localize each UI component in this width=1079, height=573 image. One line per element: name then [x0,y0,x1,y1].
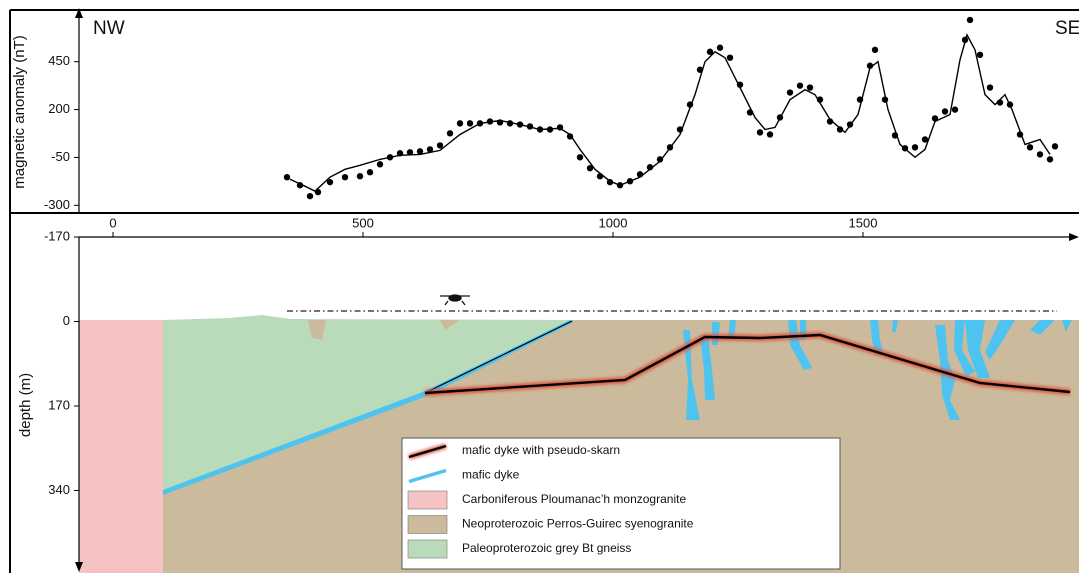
data-point [446,130,454,137]
axis-arrow [75,562,83,572]
data-point [406,149,414,156]
data-point [416,148,424,155]
data-point [866,62,874,69]
data-point [766,131,774,138]
legend-swatch [408,468,447,484]
data-point [836,126,844,133]
x-tick-label: 500 [352,215,374,230]
annotation-nw: NW [93,18,125,39]
data-point [826,118,834,125]
y-tick-label: 0 [63,313,70,328]
y-axis-label: depth (m) [17,373,34,437]
data-point [806,84,814,91]
drone-icon [440,294,470,306]
data-point [1036,151,1044,158]
data-point [1051,143,1059,150]
data-point [1026,144,1034,151]
data-point [756,129,764,136]
axis-arrow [1069,233,1079,241]
data-point [921,136,929,143]
gneiss-lobe [163,340,205,362]
y-tick-label: -170 [44,228,70,243]
legend: mafic dyke with pseudo-skarn mafic dyke Ca… [401,437,841,570]
data-point [726,54,734,61]
legend-label: mafic dyke with pseudo-skarn [462,443,620,457]
data-point [941,108,949,115]
data-point [786,89,794,96]
data-point [326,178,334,186]
gneiss [163,315,570,492]
dyke-veins [683,320,1072,420]
legend-swatch [408,444,447,459]
data-point [466,120,474,127]
dyke-contact [424,320,573,394]
legend-swatch [407,490,448,510]
model-line [289,33,1051,193]
data-point [656,156,664,163]
legend-label: Paleoproterozoic grey Bt gneiss [462,541,631,555]
legend-swatch [407,515,448,534]
data-point [716,44,724,51]
data-point [966,16,974,24]
legend-label: Neoproterozoic Perros-Guirec syenogranit… [462,517,694,531]
pseudo-skarn-dyke [424,333,1071,395]
y-axis-label: magnetic anomaly (nT) [11,35,28,188]
data-point [436,142,444,149]
legend-label: mafic dyke [462,468,520,482]
monzogranite [79,320,163,573]
syenogranite-patch [308,320,326,340]
data-point [356,173,364,180]
data-point [796,82,804,89]
data-point [456,120,464,127]
data-point [986,84,994,91]
x-tick-label: 1000 [599,215,628,230]
y-tick-label: -300 [44,197,70,212]
data-point [1046,156,1054,163]
data-point [576,154,584,161]
y-tick-label: 340 [48,482,70,497]
x-tick-label: 0 [109,215,116,230]
data-point [306,192,314,200]
data-point [871,46,879,54]
data-point [283,173,291,181]
axis-arrow [75,8,83,18]
y-tick-label: 170 [48,397,70,412]
cross-section [79,294,1079,573]
data-point [976,51,984,59]
legend-box [401,437,841,570]
legend-swatch [407,539,448,559]
data-point [426,146,434,153]
y-tick-label: 450 [48,53,70,68]
legend-label: Carboniferous Ploumanac’h monzogranite [462,492,686,506]
x-tick-label: 1500 [849,215,878,230]
data-point [706,48,714,55]
syenogranite-patch [440,320,460,330]
y-tick-label: -50 [51,149,70,164]
y-tick-label: 200 [48,101,70,116]
data-point [586,164,594,172]
data-point [341,173,349,181]
data-point [951,106,959,113]
data-point [366,169,374,176]
annotation-se: SE [1055,18,1079,39]
mafic-dyke [163,320,574,495]
data-point [911,144,919,151]
data-point [376,161,384,168]
